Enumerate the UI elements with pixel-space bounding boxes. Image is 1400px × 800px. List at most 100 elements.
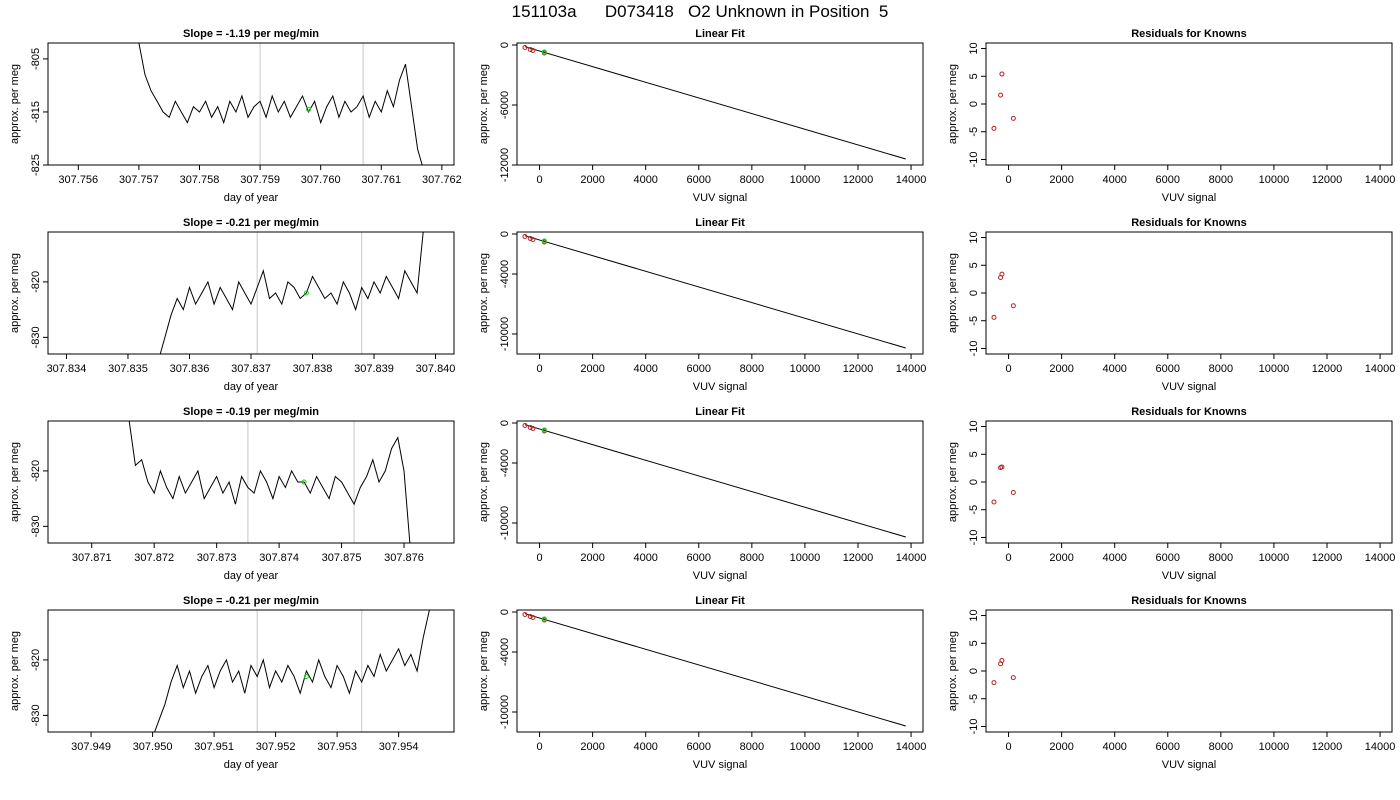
y-tick-label: -10 xyxy=(968,341,980,357)
x-tick-label: 307.875 xyxy=(322,552,362,564)
y-tick-label: 10 xyxy=(968,420,980,432)
y-tick-label: 0 xyxy=(499,609,511,615)
x-tick-label: 0 xyxy=(1005,363,1011,375)
known-point xyxy=(527,47,533,52)
x-tick-label: 14000 xyxy=(1365,363,1396,375)
plot-frame xyxy=(516,420,924,544)
x-tick-label: 12000 xyxy=(843,363,874,375)
known-point xyxy=(1010,115,1016,121)
x-axis-label: VUV signal xyxy=(693,570,747,582)
unknown-point xyxy=(541,49,547,55)
y-tick-label: -5 xyxy=(968,316,980,326)
plot-frame xyxy=(47,42,455,166)
y-axis-label: approx. per meg xyxy=(9,631,21,711)
x-tick-label: 307.949 xyxy=(71,741,111,753)
panel-title: Residuals for Knowns xyxy=(1131,217,1247,229)
y-axis-label: approx. per meg xyxy=(947,631,959,711)
known-point xyxy=(522,234,528,239)
x-tick-label: 4000 xyxy=(1102,741,1126,753)
y-axis: -830 -820 xyxy=(30,460,48,537)
x-tick-label: 2000 xyxy=(580,741,604,753)
plot-frame xyxy=(47,609,455,733)
series-line xyxy=(128,421,411,543)
x-axis: 0 2000 4000 6000 8000 10000 12000 14000 xyxy=(536,354,926,375)
plot-frame xyxy=(47,231,455,355)
y-axis-label: approx. per meg xyxy=(947,253,959,333)
x-tick-label: 307.758 xyxy=(180,174,220,186)
x-tick-label: 307.840 xyxy=(416,363,456,375)
x-tick-label: 12000 xyxy=(843,741,874,753)
x-tick-label: 307.952 xyxy=(256,741,296,753)
x-tick-label: 307.874 xyxy=(259,552,299,564)
x-axis: 0 2000 4000 6000 8000 10000 12000 14000 xyxy=(536,165,926,186)
y-axis-label: approx. per meg xyxy=(9,442,21,522)
panel-title: Linear Fit xyxy=(695,28,745,40)
plot-area xyxy=(522,45,906,160)
y-tick-label: 10 xyxy=(968,231,980,243)
unknown-point xyxy=(541,238,547,244)
series-line xyxy=(138,43,423,165)
unknown-point xyxy=(541,427,547,433)
plot-frame xyxy=(985,42,1393,166)
y-tick-label: -10 xyxy=(968,719,980,735)
y-axis-label: approx. per meg xyxy=(947,64,959,144)
y-axis-label: approx. per meg xyxy=(478,64,490,144)
known-point xyxy=(530,426,536,431)
known-point xyxy=(999,464,1005,470)
x-tick-label: 307.756 xyxy=(58,174,98,186)
known-point xyxy=(991,125,997,131)
x-tick-label: 14000 xyxy=(1365,741,1396,753)
x-tick-label: 0 xyxy=(1005,741,1011,753)
x-tick-label: 4000 xyxy=(633,552,657,564)
y-tick-label: 0 xyxy=(968,668,980,674)
y-tick-label: -10000 xyxy=(499,506,511,540)
y-tick-label: -4000 xyxy=(499,638,511,666)
panel-title: Linear Fit xyxy=(695,217,745,229)
known-point xyxy=(530,615,536,620)
y-tick-label: -805 xyxy=(30,48,42,70)
y-tick-label: -820 xyxy=(30,271,42,293)
x-axis: 307.834 307.835 307.836 307.837 307.838 307.8… xyxy=(47,354,456,375)
x-tick-label: 4000 xyxy=(1102,363,1126,375)
y-axis-label: approx. per meg xyxy=(947,442,959,522)
x-axis: 0 2000 4000 6000 8000 10000 12000 14000 xyxy=(536,732,926,753)
x-tick-label: 6000 xyxy=(687,174,711,186)
unknown-point xyxy=(303,674,309,680)
x-tick-label: 307.834 xyxy=(47,363,87,375)
known-point xyxy=(991,680,997,686)
x-tick-label: 307.835 xyxy=(108,363,148,375)
known-point xyxy=(999,657,1005,663)
y-axis: -12000 -6000 0 xyxy=(499,42,517,182)
x-tick-label: 14000 xyxy=(1365,174,1396,186)
y-tick-label: 5 xyxy=(968,451,980,457)
x-tick-label: 12000 xyxy=(1312,174,1343,186)
x-tick-label: 307.871 xyxy=(72,552,112,564)
x-tick-label: 8000 xyxy=(740,552,764,564)
known-point xyxy=(530,48,536,53)
y-axis: -830 -820 xyxy=(30,271,48,348)
fit-line xyxy=(524,46,906,160)
y-tick-label: -825 xyxy=(30,154,42,176)
x-tick-label: 307.761 xyxy=(361,174,401,186)
x-tick-label: 6000 xyxy=(687,741,711,753)
panel-5: Linear Fit 0 2000 4000 6000 8000 10000 12000 140… xyxy=(478,217,926,393)
y-tick-label: 10 xyxy=(968,609,980,621)
panel-title: Slope = -0.21 per meg/min xyxy=(183,217,319,229)
x-tick-label: 6000 xyxy=(1156,363,1180,375)
plot-frame xyxy=(516,609,924,733)
plot-frame xyxy=(985,609,1393,733)
plot-area xyxy=(991,464,1016,505)
x-tick-label: 12000 xyxy=(1312,363,1343,375)
series-line xyxy=(154,610,430,732)
x-tick-label: 6000 xyxy=(1156,741,1180,753)
x-tick-label: 2000 xyxy=(580,552,604,564)
x-axis-label: day of year xyxy=(224,381,279,393)
x-tick-label: 10000 xyxy=(790,174,821,186)
y-axis: -10000 -4000 0 xyxy=(499,420,517,540)
x-tick-label: 8000 xyxy=(1209,552,1233,564)
figure-title: 151103a D073418 O2 Unknown in Position 5 xyxy=(511,2,889,21)
